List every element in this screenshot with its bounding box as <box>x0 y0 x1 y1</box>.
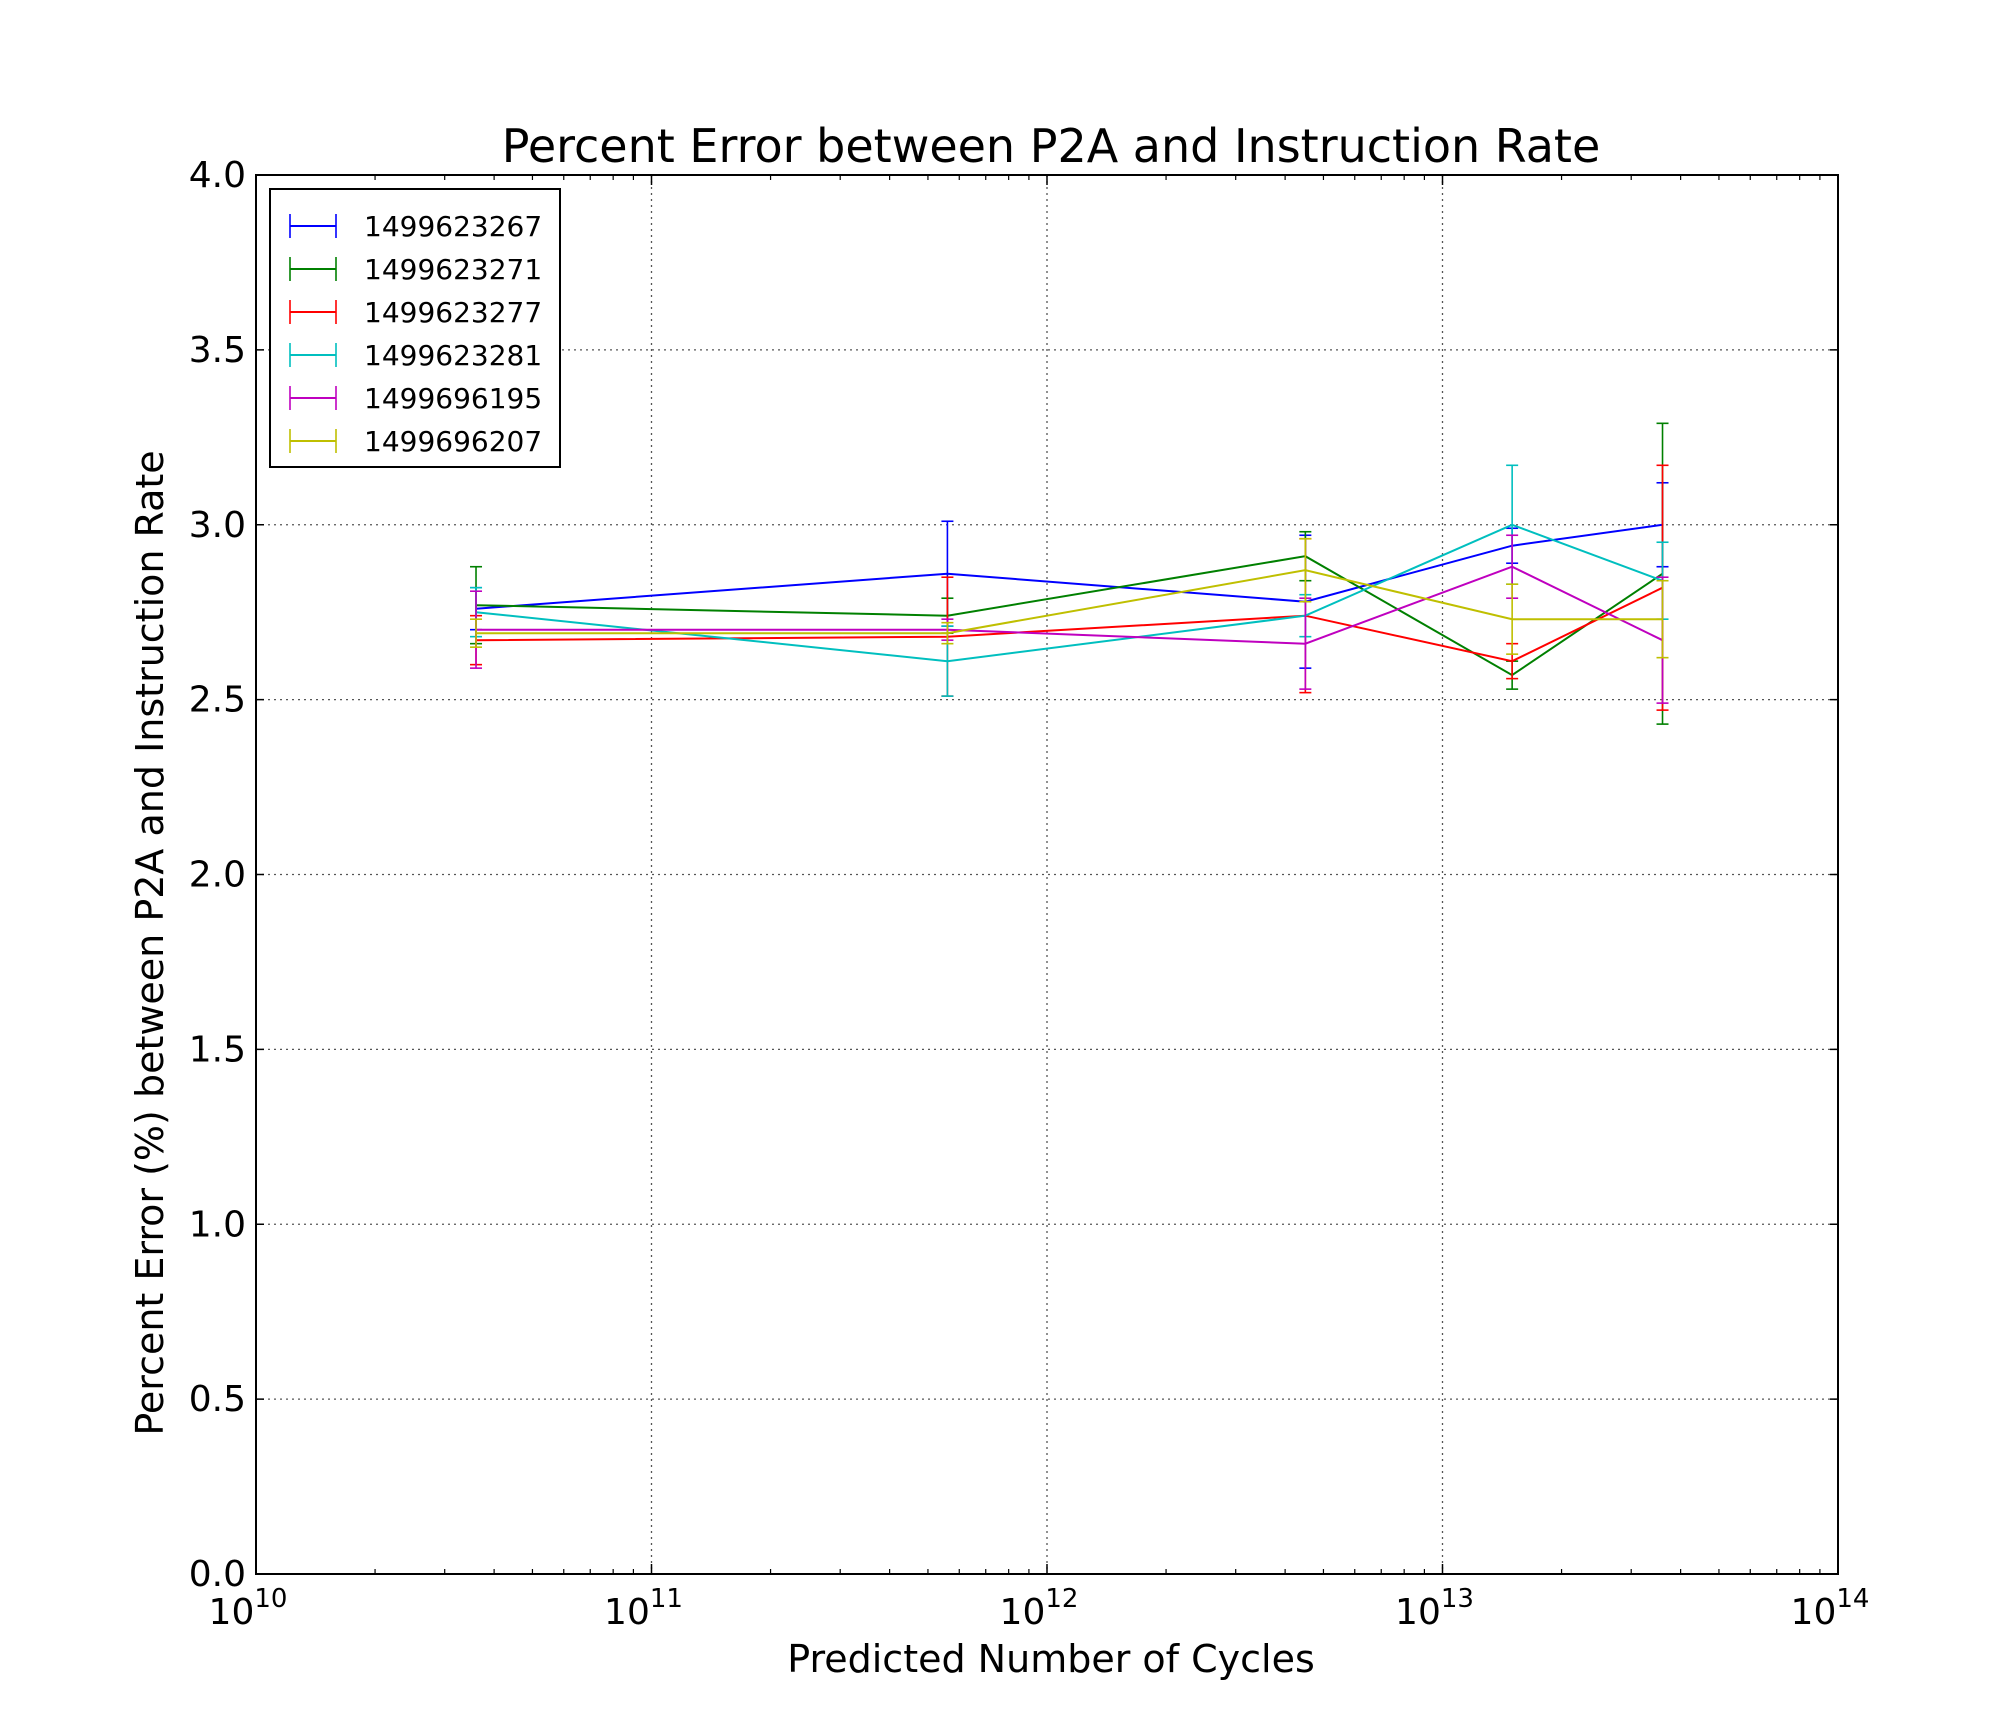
series <box>470 537 1669 659</box>
plot-series <box>470 422 1669 725</box>
y-tick-label: 1.5 <box>189 1029 246 1070</box>
y-tick-label: 2.0 <box>189 855 246 896</box>
legend-box <box>269 188 561 468</box>
y-tick-label: 0.0 <box>189 1554 246 1595</box>
legend-label: 1499696195 <box>364 382 542 415</box>
chart-title: Percent Error between P2A and Instructio… <box>502 119 1601 173</box>
x-tick-label: 1010 <box>209 1584 288 1633</box>
legend-label: 1499623277 <box>364 296 542 329</box>
legend: 1499623267 1499623271 1499623277 1499623281… <box>269 188 561 468</box>
y-tick-label: 4.0 <box>189 155 246 196</box>
x-tick-label: 1013 <box>1395 1584 1474 1633</box>
y-tick-label: 3.0 <box>189 505 246 546</box>
axis-ticks: 0.0 0.5 1.0 1.5 2.0 2.5 3.0 3.5 4.0 1010 1011 1012 1… <box>189 155 1870 1633</box>
x-tick-label: 1011 <box>604 1584 683 1633</box>
x-tick-label: 1014 <box>1791 1584 1870 1633</box>
x-tick-label: 1012 <box>1000 1584 1079 1633</box>
y-tick-label: 0.5 <box>189 1379 246 1420</box>
y-axis-label: Percent Error (%) between P2A and Instru… <box>128 450 172 1435</box>
legend-label: 1499623271 <box>364 253 542 286</box>
y-tick-label: 2.5 <box>189 680 246 721</box>
legend-label: 1499623267 <box>364 210 542 243</box>
legend-label: 1499696207 <box>364 425 542 458</box>
x-axis-label: Predicted Number of Cycles <box>787 1637 1315 1681</box>
y-tick-label: 1.0 <box>189 1204 246 1245</box>
legend-label: 1499623281 <box>364 339 542 372</box>
y-tick-label: 3.5 <box>189 330 246 371</box>
